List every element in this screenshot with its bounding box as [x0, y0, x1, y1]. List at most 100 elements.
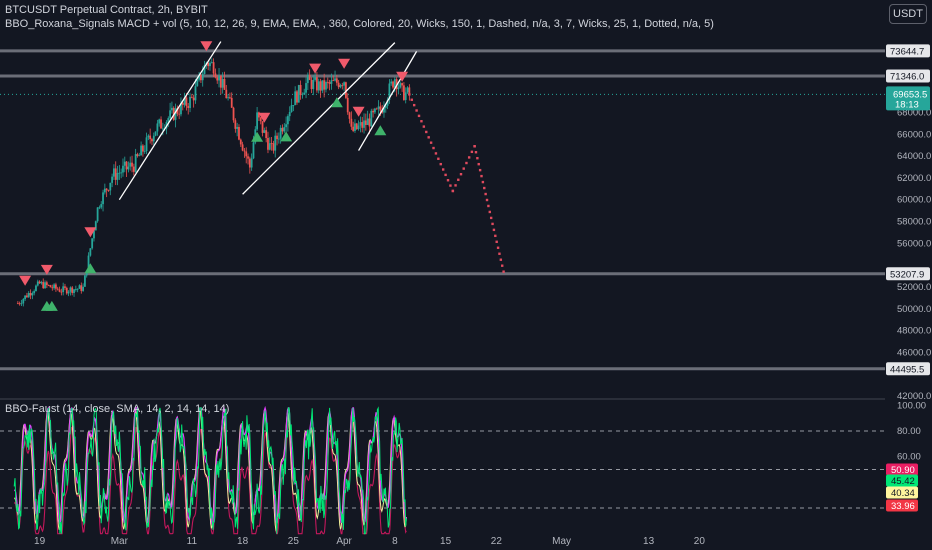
candle-body [152, 135, 155, 142]
candle-body [292, 105, 295, 106]
symbol-title[interactable]: BTCUSDT Perpetual Contract, 2h, BYBIT [5, 4, 208, 16]
candle-body [181, 102, 184, 105]
projection-dot [408, 93, 411, 96]
projection-dot [492, 228, 496, 232]
candle-body [236, 127, 239, 129]
candle-body [393, 79, 396, 88]
candle-body [332, 80, 335, 82]
candle-body [91, 238, 94, 249]
candle-body [156, 123, 159, 132]
price-tick-label: 66000.0 [897, 129, 931, 140]
trend-line[interactable] [358, 51, 418, 151]
sell-signal-marker [309, 63, 322, 74]
candle-body [105, 188, 108, 191]
buy-signal-marker [84, 263, 97, 274]
countdown-label: 18:13 [895, 99, 919, 110]
candle-body [107, 190, 110, 191]
buy-signal-marker [280, 131, 293, 142]
buy-signal-marker [330, 97, 343, 108]
time-tick-label: 8 [392, 536, 398, 547]
projection-dot [491, 222, 494, 226]
level-label: 44495.5 [890, 364, 924, 375]
indicator-value-badge [886, 463, 918, 476]
candle-body [58, 289, 61, 292]
candle-body [27, 293, 30, 298]
candle-body [71, 287, 74, 293]
candle-body [258, 112, 260, 118]
candle-body [29, 293, 32, 296]
candle-body [317, 81, 320, 91]
candle-body [20, 303, 23, 305]
candle-body [151, 139, 153, 142]
candle-body [363, 120, 365, 128]
candle-body [207, 62, 210, 67]
candle-body [404, 92, 407, 100]
candle-body [185, 97, 188, 107]
candle-body [354, 123, 356, 131]
candle-body [36, 281, 39, 286]
candle-body [138, 155, 141, 157]
candle-body [308, 74, 311, 80]
projection-dot [473, 145, 476, 148]
projection-dot [477, 162, 480, 166]
buy-signal-marker [45, 300, 58, 311]
indicator-legend-macd[interactable]: BBO_Roxana_Signals MACD + vol (5, 10, 12… [5, 18, 714, 30]
projection-dot [444, 173, 447, 177]
sell-signal-marker [258, 112, 271, 123]
candle-body [116, 172, 119, 180]
candle-body [122, 165, 124, 173]
candle-body [366, 118, 369, 125]
candle-body [243, 150, 246, 152]
price-tick-label: 50000.0 [897, 304, 931, 315]
candle-body [339, 85, 342, 88]
indicator-value-badge [886, 486, 918, 499]
candle-body [296, 91, 298, 103]
candle-body [337, 82, 340, 88]
price-tick-label: 60000.0 [897, 195, 931, 206]
trend-line[interactable] [242, 42, 396, 195]
candle-body [229, 97, 231, 99]
candle-body [113, 168, 115, 177]
candle-body [250, 158, 253, 168]
candle-body [328, 82, 331, 84]
sell-signal-marker [40, 264, 53, 275]
candle-body [62, 286, 65, 293]
candle-body [102, 192, 104, 205]
candle-body [142, 145, 144, 152]
candle-body [350, 118, 353, 127]
projection-dot [420, 120, 423, 123]
candle-body [192, 97, 195, 101]
indicator-value-label: 40.34 [891, 488, 915, 499]
candle-body [132, 166, 135, 172]
indicator-legend-faust[interactable]: BBO-Faust (14, close, SMA, 14, 2, 14, 14… [5, 403, 230, 415]
sell-signal-marker [84, 227, 97, 238]
candle-body [352, 126, 355, 131]
candle-body [100, 204, 103, 208]
time-tick-label: 15 [440, 536, 452, 547]
price-tick-label: 56000.0 [897, 238, 931, 249]
price-tick-label: 48000.0 [897, 326, 931, 337]
candle-body [299, 84, 302, 95]
candle-body [174, 108, 177, 120]
candle-body [96, 207, 99, 222]
candle-body [111, 176, 113, 183]
candle-body [120, 172, 123, 174]
candle-body [51, 287, 54, 289]
sell-signal-marker [200, 41, 213, 52]
candle-body [200, 74, 202, 81]
projection-dot [476, 156, 479, 160]
candle-body [183, 97, 186, 105]
indicator-value-label: 33.96 [891, 501, 915, 512]
candle-body [334, 78, 336, 81]
candle-body [93, 230, 95, 239]
candle-body [85, 271, 88, 276]
trend-line[interactable] [118, 41, 222, 201]
currency-button[interactable]: USDT [889, 4, 927, 24]
projection-dot [501, 264, 504, 267]
candle-body [399, 83, 402, 88]
candle-body [45, 282, 48, 286]
candle-body [261, 121, 264, 133]
candle-body [216, 77, 219, 81]
candle-body [18, 303, 21, 305]
